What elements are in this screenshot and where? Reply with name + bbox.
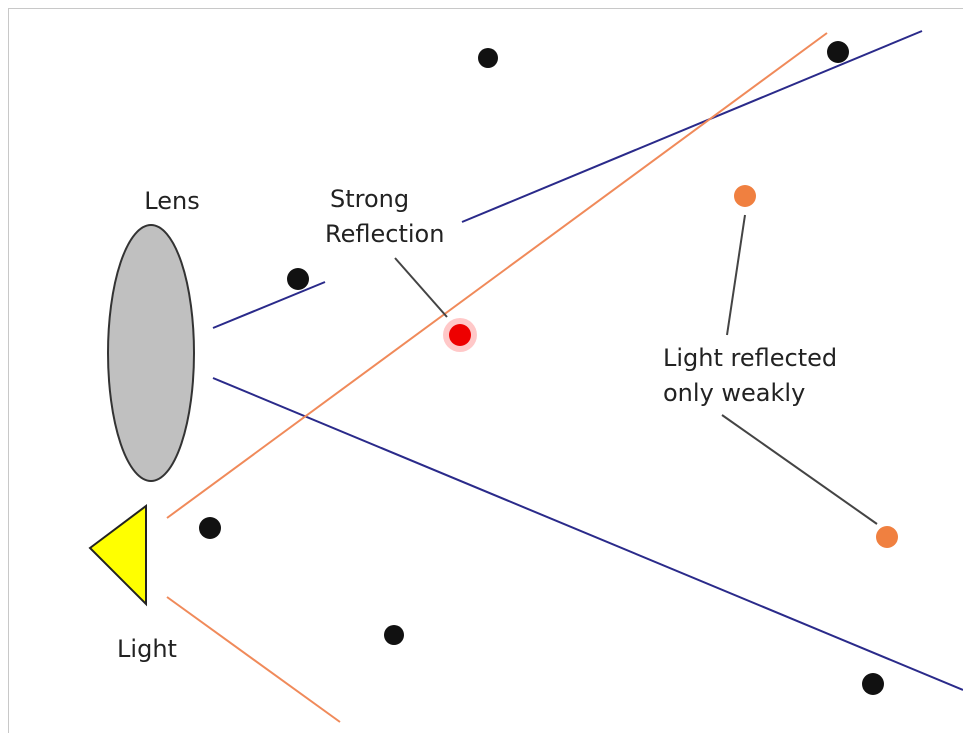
particle [384, 625, 404, 645]
weak-reflection-dot [876, 526, 898, 548]
strong-reflection-dot [449, 324, 471, 346]
diagram: Lens Strong Reflection Light reflected o… [0, 0, 963, 733]
lens-label: Lens [144, 187, 199, 215]
lens [108, 225, 194, 481]
label-line: Reflection [325, 220, 444, 248]
label-line: Strong [330, 185, 409, 213]
particle [478, 48, 498, 68]
particle [862, 673, 884, 695]
particle [199, 517, 221, 539]
particle [827, 41, 849, 63]
label-line: Light reflected [663, 344, 837, 372]
light-label: Light [117, 635, 177, 663]
weak-reflection-dot [734, 185, 756, 207]
particle [287, 268, 309, 290]
label-line: only weakly [663, 379, 805, 407]
